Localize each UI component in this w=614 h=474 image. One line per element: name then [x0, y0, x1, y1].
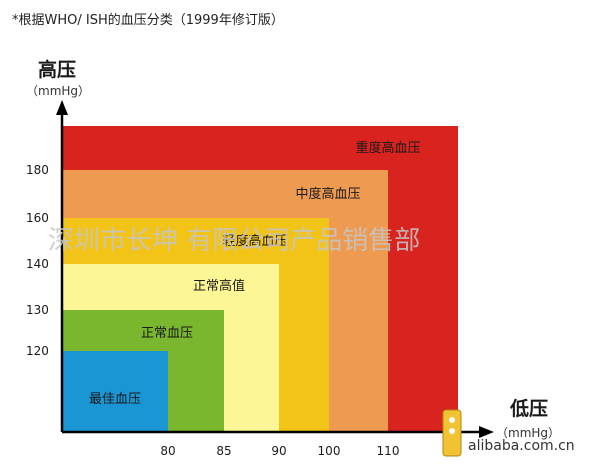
- zone-label: 最佳血压: [89, 392, 141, 407]
- y-tick-label: 180: [26, 163, 49, 177]
- watermark-text: 深圳市长坤 有限公司产品销售部: [48, 226, 420, 256]
- x-axis-arrow-icon: [479, 426, 494, 438]
- zone-label: 重度高血压: [355, 140, 420, 156]
- x-tick-label: 100: [318, 444, 341, 458]
- zone-label: 正常高值: [193, 278, 245, 294]
- x-tick-label: 90: [271, 444, 286, 458]
- chart-title: *根据WHO/ ISH的血压分类（1999年修订版）: [12, 12, 284, 28]
- y-tick-label: 130: [26, 303, 49, 317]
- zone-label: 中度高血压: [295, 186, 360, 202]
- x-tick-label: 110: [377, 444, 400, 458]
- zone-label: 轻度高血压: [222, 233, 287, 249]
- zone-region-6: [62, 351, 168, 432]
- source-badge: alibaba.com.cn: [442, 409, 575, 457]
- x-axis-ticks: 80 85 90 100 110: [160, 444, 399, 458]
- y-axis-arrow-icon: [56, 100, 68, 115]
- x-tick-label: 85: [216, 444, 231, 458]
- source-logo-dot-icon: [449, 428, 455, 434]
- x-tick-label: 80: [160, 444, 175, 458]
- x-axis-label: 低压: [509, 397, 548, 420]
- y-axis-unit: （mmHg）: [26, 84, 90, 98]
- classification-zones: [62, 126, 458, 432]
- y-tick-label: 160: [26, 211, 49, 225]
- y-tick-label: 140: [26, 257, 49, 271]
- source-site-text: alibaba.com.cn: [468, 438, 575, 454]
- y-axis-label: 高压: [38, 58, 76, 81]
- y-axis-ticks: 120 130 140 160 180: [26, 163, 49, 358]
- zone-label: 正常血压: [141, 326, 193, 341]
- source-logo-dot-icon: [449, 417, 455, 423]
- y-tick-label: 120: [26, 344, 49, 358]
- x-axis-unit: （mmHg）: [496, 426, 560, 440]
